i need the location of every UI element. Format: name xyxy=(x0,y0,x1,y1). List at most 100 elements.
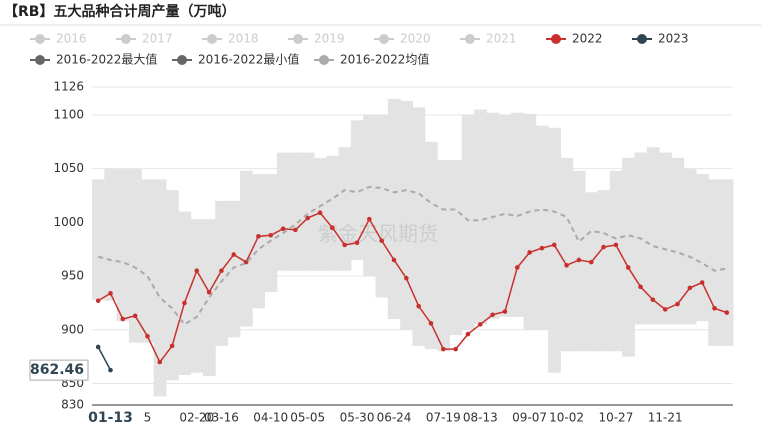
series-line xyxy=(97,211,728,364)
data-point xyxy=(120,316,126,322)
legend-label: 2016 xyxy=(56,32,87,46)
range-band xyxy=(289,152,303,271)
range-band xyxy=(671,157,685,325)
series-line xyxy=(97,185,728,326)
data-point xyxy=(293,227,298,233)
data-point xyxy=(588,259,594,265)
y-tick-label: 1126 xyxy=(53,80,84,94)
data-point xyxy=(564,263,569,268)
data-point xyxy=(699,280,705,285)
data-point xyxy=(330,225,335,231)
legend-label: 2016-2022最大值 xyxy=(56,52,157,67)
data-point xyxy=(638,284,643,290)
range-band xyxy=(153,179,167,397)
data-point xyxy=(108,290,113,296)
data-point xyxy=(182,300,187,306)
legend-label: 2020 xyxy=(400,32,431,46)
data-point xyxy=(625,265,631,270)
data-point xyxy=(243,259,249,265)
data-point xyxy=(477,322,483,327)
legend-icon xyxy=(35,55,45,65)
x-tick-label: 02-20 xyxy=(179,411,214,425)
range-band xyxy=(350,120,364,260)
range-band xyxy=(400,100,413,330)
legend-icon xyxy=(465,34,475,44)
x-tick-label: 05-05 xyxy=(290,411,325,425)
range-band xyxy=(424,141,438,350)
data-point xyxy=(502,309,508,314)
range-band xyxy=(301,152,315,271)
data-point xyxy=(367,216,372,222)
y-tick-label: 950 xyxy=(61,269,84,283)
legend-icon xyxy=(637,34,647,44)
data-point xyxy=(539,245,545,251)
data-point xyxy=(404,275,409,281)
data-point xyxy=(342,242,348,248)
data-point xyxy=(169,343,175,349)
range-band xyxy=(239,170,253,327)
data-point xyxy=(576,257,582,263)
range-band xyxy=(548,127,561,373)
legend-icon xyxy=(121,34,131,44)
x-tick-label: 09-07 xyxy=(512,411,547,425)
y-tick-label: 1100 xyxy=(53,107,84,121)
data-point xyxy=(490,312,495,318)
range-band xyxy=(338,147,352,271)
range-band xyxy=(646,147,660,325)
legend-icon xyxy=(551,34,561,44)
range-band xyxy=(387,98,401,320)
data-point xyxy=(268,232,274,238)
data-point xyxy=(391,257,397,263)
range-band xyxy=(178,211,192,375)
range-band xyxy=(585,192,598,352)
data-point xyxy=(379,238,384,243)
data-point xyxy=(712,306,717,311)
range-band xyxy=(116,168,130,322)
data-point xyxy=(724,310,730,315)
data-point xyxy=(95,344,101,350)
range-band xyxy=(92,179,105,300)
range-band xyxy=(412,107,426,346)
range-band xyxy=(190,219,204,373)
range-band xyxy=(202,219,216,376)
legend-icon xyxy=(319,55,329,65)
range-band xyxy=(708,179,722,346)
data-point xyxy=(194,268,200,274)
range-band xyxy=(128,168,142,343)
x-tick-label: 05-30 xyxy=(340,411,375,425)
legend-label: 2023 xyxy=(658,32,689,46)
x-tick-label: 11-21 xyxy=(648,411,683,425)
data-point xyxy=(662,307,668,312)
range-band xyxy=(609,170,623,352)
legend-label: 2022 xyxy=(572,32,603,46)
data-point xyxy=(601,244,606,250)
range-band xyxy=(326,155,340,271)
x-tick-label: 01-13 xyxy=(88,410,133,426)
range-band xyxy=(474,109,487,325)
x-tick-label: 06-24 xyxy=(377,411,412,425)
data-point xyxy=(354,240,360,246)
x-tick-label: 03-16 xyxy=(204,411,239,425)
chart-title: 【RB】五大品种合计周产量（万吨） xyxy=(4,3,235,20)
range-band xyxy=(104,168,118,301)
data-point xyxy=(514,265,520,270)
range-band xyxy=(252,174,266,309)
data-point xyxy=(613,242,619,248)
data-point xyxy=(441,346,446,352)
legend-label: 2016-2022均值 xyxy=(340,52,429,67)
pointer-label: 862.46 xyxy=(30,362,84,378)
series-line xyxy=(97,346,112,371)
range-band xyxy=(535,125,549,330)
x-tick-label: 07-19 xyxy=(426,411,461,425)
range-band xyxy=(560,157,574,352)
data-point xyxy=(551,242,557,248)
y-tick-label: 830 xyxy=(61,398,84,412)
data-point xyxy=(428,321,434,326)
data-point xyxy=(416,303,421,309)
x-tick-label: 08-13 xyxy=(463,411,498,425)
range-band xyxy=(449,160,463,336)
data-point xyxy=(305,215,311,221)
range-band xyxy=(622,157,635,357)
y-tick-label: 1000 xyxy=(53,215,84,229)
